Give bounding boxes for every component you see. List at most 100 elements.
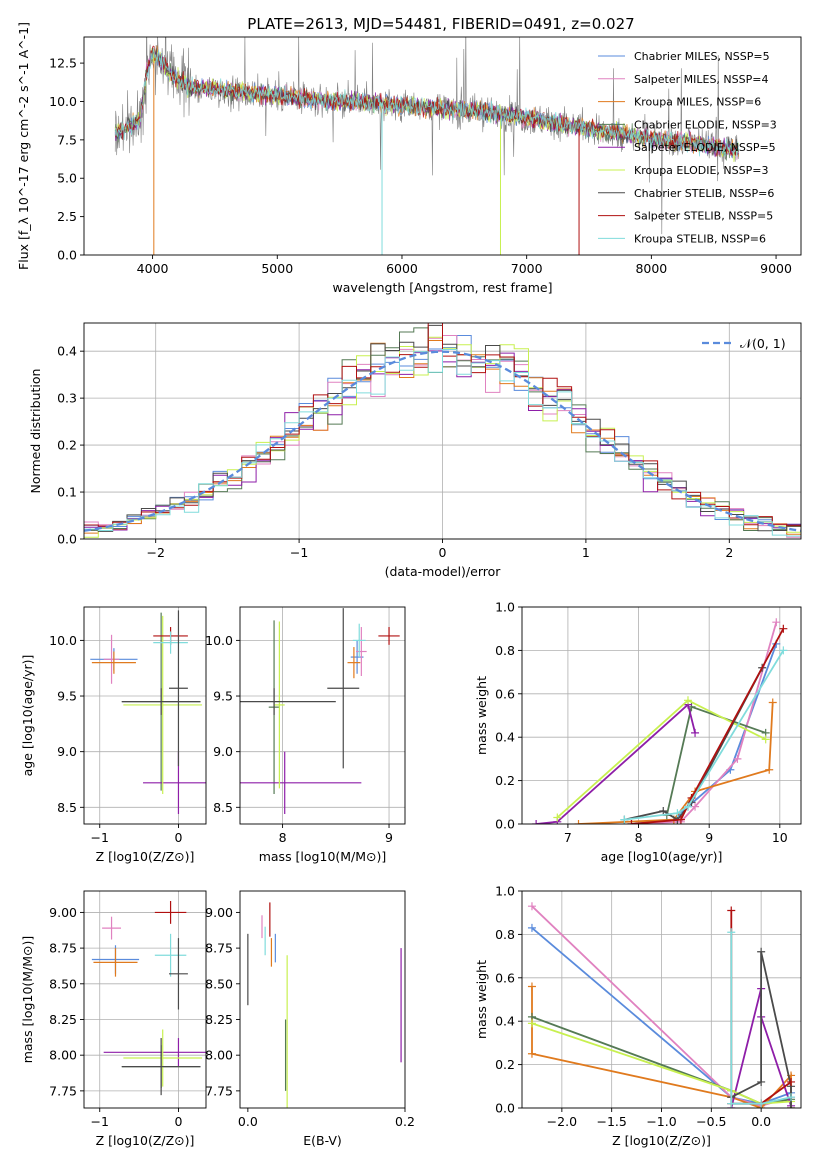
age-vs-metallicity-panel: −1 0 8.5 9.0 9.5 10.0 Z [log10(Z/Z⊙)] age [log1… <box>20 606 207 864</box>
y-tick-label: 9.5 <box>57 689 77 704</box>
weight-marker <box>727 928 736 937</box>
age-vs-mass-panel: 8 9 8.5 9.0 9.5 10.0 mass [log10(M/M⊙)] <box>205 606 406 864</box>
plot-area <box>247 902 402 1108</box>
x-tick-label: 5000 <box>261 261 293 276</box>
weight-marker <box>527 902 536 911</box>
y-tick-label: 10.0 <box>205 633 233 648</box>
x-axis-label: (data-model)/error <box>385 564 502 579</box>
x-tick-label: 8 <box>279 830 287 845</box>
y-tick-label: 8.5 <box>213 800 233 815</box>
mass-vs-extinction-panel: 0.0 0.2 7.75 8.00 8.25 8.50 8.75 9.00 E(B-V) <box>205 890 415 1148</box>
y-tick-label: 8.00 <box>205 1048 233 1063</box>
x-tick-label: 2 <box>725 545 733 560</box>
mass-weight-vs-metallicity-panel: −2.0 −1.5 −1.0 −0.5 0.0 0.0 0.2 0.4 0.6 0.8 1.0 Z [… <box>474 884 802 1148</box>
weight-marker <box>683 802 692 811</box>
weight-line <box>531 1022 792 1105</box>
y-tick-label: 0.4 <box>57 344 77 359</box>
weight-line <box>578 702 774 824</box>
grid-lines <box>84 607 206 824</box>
legend-label: Salpeter STELIB, NSSP=5 <box>634 210 773 223</box>
y-tick-label: 8.5 <box>57 800 77 815</box>
gaussian-curve <box>84 350 801 532</box>
y-tick-label: 5.0 <box>57 171 77 186</box>
x-tick-label: −1 <box>290 545 308 560</box>
weight-marker <box>553 813 562 822</box>
y-tick-label: 8.25 <box>49 1012 77 1027</box>
y-tick-label: 9.5 <box>213 689 233 704</box>
axes-frame <box>83 890 207 1109</box>
weight-marker <box>727 906 736 915</box>
y-axis-label: mass [log10(M/M⊙)] <box>20 936 35 1064</box>
y-tick-label: 9.0 <box>57 744 77 759</box>
x-tick-label: 10 <box>772 830 788 845</box>
weight-marker <box>673 809 682 818</box>
weight-marker <box>768 698 777 707</box>
grid-lines <box>522 606 801 825</box>
weight-marker <box>627 820 636 824</box>
y-tick-label: 0.8 <box>495 643 515 658</box>
x-axis-label: age [log10(age/yr)] <box>601 849 723 864</box>
x-tick-label: −1 <box>91 1114 109 1129</box>
page-title: PLATE=2613, MJD=54481, FIBERID=0491, z=0… <box>247 15 634 33</box>
weight-marker <box>787 1104 796 1108</box>
y-tick-label: 9.00 <box>205 905 233 920</box>
weight-marker <box>757 947 766 956</box>
y-tick-label: 0.0 <box>495 817 515 832</box>
legend-label: Salpeter MILES, NSSP=4 <box>634 73 768 86</box>
y-tick-label: 0.2 <box>495 1057 515 1072</box>
x-tick-label: 9000 <box>760 261 792 276</box>
x-tick-label: 6000 <box>386 261 418 276</box>
weight-marker <box>532 820 541 824</box>
weight-line <box>624 649 785 821</box>
x-axis-label: mass [log10(M/M⊙)] <box>259 849 387 864</box>
y-tick-label: 1.0 <box>495 600 515 615</box>
model-spectrum <box>114 48 739 157</box>
x-tick-label: −1 <box>91 830 109 845</box>
x-tick-label: 9 <box>705 830 713 845</box>
weight-marker <box>527 982 536 991</box>
weight-marker <box>765 765 774 774</box>
y-axis-label: Flux [f_λ 10^-17 erg cm^-2 s^-1 A^-1] <box>16 22 31 270</box>
plot-area <box>114 37 739 255</box>
x-tick-label: 1 <box>582 545 590 560</box>
y-tick-label: 9.00 <box>49 905 77 920</box>
axes-frame <box>521 606 802 825</box>
plot-area <box>84 323 801 538</box>
weight-marker <box>772 618 781 627</box>
y-tick-label: 7.5 <box>57 132 77 147</box>
y-axis-label: mass weight <box>474 676 489 755</box>
spectrum-legend: Chabrier MILES, NSSP=5 Salpeter MILES, NS… <box>598 50 777 245</box>
y-tick-label: 0.2 <box>495 773 515 788</box>
weight-marker <box>620 815 629 824</box>
weight-marker <box>659 806 668 815</box>
y-tick-label: 8.75 <box>49 941 77 956</box>
x-tick-label: −0.5 <box>696 1114 726 1129</box>
x-tick-label: 0 <box>174 830 182 845</box>
weight-marker <box>757 1099 766 1108</box>
plot-area <box>90 610 206 814</box>
plot-area <box>532 618 788 824</box>
x-tick-label: 0 <box>174 1114 182 1129</box>
y-axis-label: Normed distribution <box>28 369 43 494</box>
weight-marker <box>757 1077 766 1086</box>
y-tick-label: 0.0 <box>57 532 77 547</box>
x-tick-label: −1.5 <box>596 1114 626 1129</box>
y-tick-label: 0.4 <box>495 1014 515 1029</box>
y-tick-label: 8.00 <box>49 1048 77 1063</box>
weight-marker <box>727 1099 736 1108</box>
axes-frame <box>239 890 406 1109</box>
weight-marker <box>527 923 536 932</box>
weight-marker <box>691 802 700 811</box>
weight-marker <box>787 1077 796 1086</box>
x-axis-label: Z [log10(Z/Z⊙)] <box>96 849 195 864</box>
weight-line <box>730 932 792 1105</box>
x-tick-label: 4000 <box>137 261 169 276</box>
axes-frame <box>83 606 207 825</box>
weight-marker <box>676 815 685 824</box>
weight-marker <box>779 624 788 633</box>
weight-line <box>531 927 792 1105</box>
histogram-panel: −2 −1 0 1 2 0.0 0.1 0.2 0.3 0.4 (data-model)/error… <box>28 322 802 579</box>
plot-area <box>91 900 206 1096</box>
x-axis-label: Z [log10(Z/Z⊙)] <box>612 1133 711 1148</box>
